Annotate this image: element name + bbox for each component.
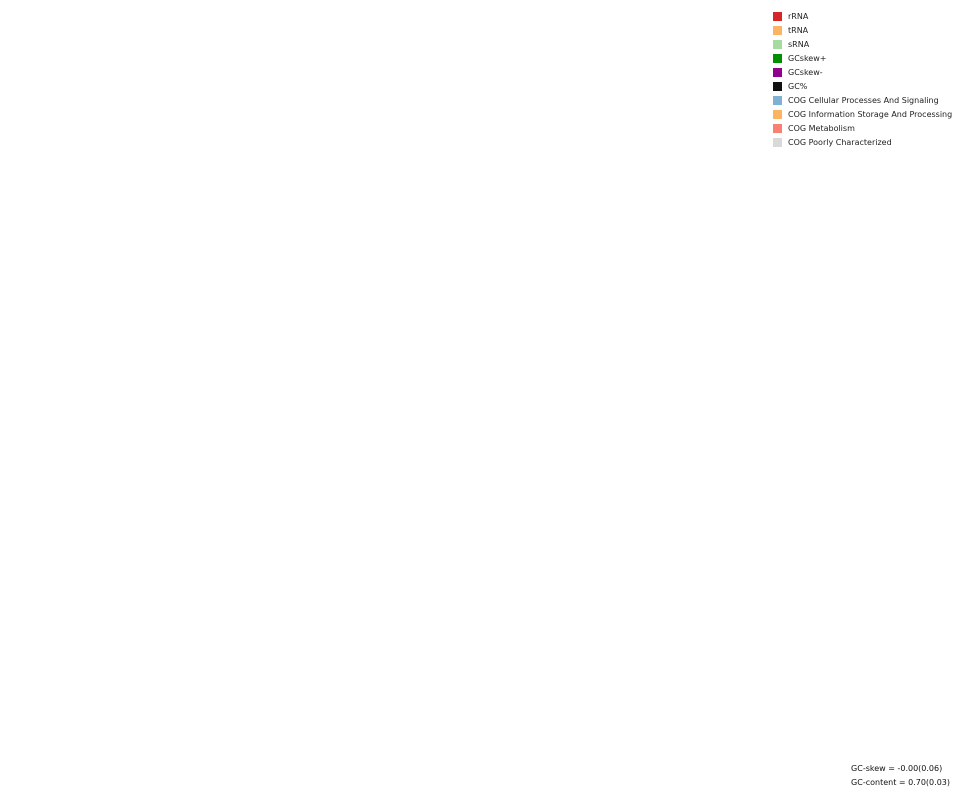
legend-label: tRNA	[788, 25, 809, 35]
legend-label: COG Cellular Processes And Signaling	[788, 95, 939, 105]
legend-item: COG Cellular Processes And Signaling	[773, 93, 952, 107]
legend-item: GCskew-	[773, 65, 952, 79]
gc-skew-stat: GC-skew = -0.00(0.06)	[851, 764, 943, 773]
legend-swatch	[773, 95, 782, 105]
legend-item: GCskew+	[773, 51, 952, 65]
legend-label: GCskew+	[788, 53, 827, 63]
legend-item: COG Information Storage And Processing	[773, 107, 952, 121]
legend-swatch	[773, 81, 782, 91]
legend-item: tRNA	[773, 23, 952, 37]
legend-item: sRNA	[773, 37, 952, 51]
legend-swatch	[773, 67, 782, 77]
legend-swatch	[773, 39, 782, 49]
legend-item: rRNA	[773, 9, 952, 23]
legend-label: GC%	[788, 81, 808, 91]
legend-item: GC%	[773, 79, 952, 93]
legend-label: rRNA	[788, 11, 809, 21]
legend-item: COG Metabolism	[773, 121, 952, 135]
legend-item: COG Poorly Characterized	[773, 135, 952, 149]
legend-label: COG Metabolism	[788, 123, 855, 133]
legend-swatch	[773, 137, 782, 147]
legend-swatch	[773, 109, 782, 119]
legend-swatch	[773, 11, 782, 21]
legend-label: COG Poorly Characterized	[788, 137, 892, 147]
stats-box: GC-skew = -0.00(0.06) GC-content = 0.70(…	[851, 762, 950, 790]
legend-swatch	[773, 25, 782, 35]
gc-content-stat: GC-content = 0.70(0.03)	[851, 778, 950, 787]
legend-swatch	[773, 53, 782, 63]
legend-label: GCskew-	[788, 67, 823, 77]
legend-label: sRNA	[788, 39, 810, 49]
legend: rRNA tRNA sRNA GCskew+ GCskew- GC% COG Cellula…	[773, 9, 952, 149]
legend-swatch	[773, 123, 782, 133]
legend-label: COG Information Storage And Processing	[788, 109, 953, 119]
